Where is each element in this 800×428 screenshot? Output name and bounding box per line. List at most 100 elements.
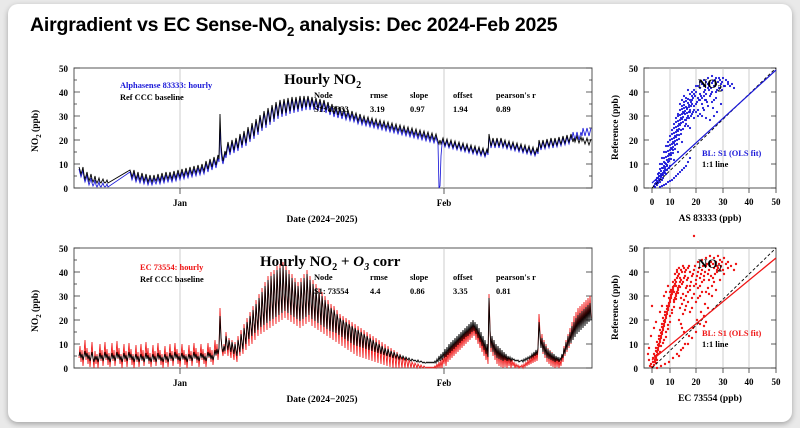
ts-bottom-xaxis: Jan Feb Date (2024−2025) xyxy=(173,378,451,405)
ts-bottom-stat-value-2: 0.86 xyxy=(410,287,425,296)
scatter-top-xtick-5: 50 xyxy=(772,197,782,207)
scatter-top-ytick-0: 0 xyxy=(634,184,639,194)
scatter-bottom-xtick-1: 10 xyxy=(666,377,676,387)
scatter-top-xaxis: 0 10 20 30 40 50 AS 83333 (ppb) xyxy=(650,197,781,224)
ts-top-ytick-3: 30 xyxy=(59,112,69,122)
ts-bottom-stat-header-0: Node xyxy=(314,273,333,282)
ts-top-stat-header-0: Node xyxy=(314,91,333,100)
scatter-bottom-xlabel: EC 73554 (ppb) xyxy=(678,393,742,404)
scatter-top-ytick-2: 20 xyxy=(629,136,639,146)
ts-bottom-yaxis: 50 40 30 20 10 0 NO2 (ppb) xyxy=(30,244,69,374)
ts-bottom-stat-value-0: S1: 73554 xyxy=(314,287,349,296)
ts-top-yaxis: 50 40 30 20 10 0 NO2 (ppb) xyxy=(30,64,69,194)
scatter-bottom-xtick-5: 50 xyxy=(772,377,782,387)
scatter-bottom-legend-fit: BL: S1 (OLS fit) xyxy=(702,329,762,338)
panel-scatter-bottom: 50 40 30 20 10 0 Reference (ppb) xyxy=(604,234,790,406)
ts-top-ytick-1: 10 xyxy=(59,160,69,170)
ts-top-stat-value-3: 1.94 xyxy=(453,105,468,114)
scatter-top-xtick-0: 0 xyxy=(650,197,655,207)
scatter-top-plot-area: NO2 BL: S1 (OLS fit) 1:1 line xyxy=(643,67,777,193)
ts-top-reference-trace xyxy=(78,95,592,185)
ts-bottom-stat-value-1: 4.4 xyxy=(370,287,381,296)
ts-top-stat-header-1: rmse xyxy=(370,91,388,100)
scatter-bottom-xtick-4: 40 xyxy=(745,377,755,387)
scatter-bottom-title: NO2 xyxy=(698,256,723,274)
ts-bottom-legend-sensor: EC 73554: hourly xyxy=(140,263,204,272)
scatter-top-xtick-3: 30 xyxy=(719,197,729,207)
scatter-top-ytick-5: 50 xyxy=(629,64,639,74)
ts-top-ytick-2: 20 xyxy=(59,136,69,146)
scatter-top-legend-identity: 1:1 line xyxy=(702,160,729,169)
scatter-top-xtick-2: 20 xyxy=(692,197,702,207)
ts-top-stat-header-2: slope xyxy=(410,91,428,100)
ts-top-xaxis: Jan Feb Date (2024−2025) xyxy=(173,198,451,225)
scatter-top-ytick-1: 10 xyxy=(629,160,639,170)
ts-bottom-stat-header-3: offset xyxy=(453,273,473,282)
scatter-top-xtick-4: 40 xyxy=(745,197,755,207)
figure-card: Airgradient vs EC Sense-NO2 analysis: De… xyxy=(8,4,792,422)
scatter-bottom-ytick-4: 40 xyxy=(629,268,639,278)
scatter-top-ylabel: Reference (ppb) xyxy=(610,95,621,160)
ts-bottom-plot-area: EC 73554: hourly Ref CCC baseline Hourly… xyxy=(73,247,593,374)
scatter-bottom-plot-area: NO2 BL: S1 (OLS fit) 1:1 line xyxy=(643,234,777,373)
ts-top-stat-value-4: 0.89 xyxy=(496,105,511,114)
ts-bottom-stat-header-2: slope xyxy=(410,273,428,282)
ts-bottom-ytick-5: 50 xyxy=(59,244,69,254)
scatter-bottom-ytick-0: 0 xyxy=(634,364,639,374)
scatter-bottom-xtick-0: 0 xyxy=(650,377,655,387)
ts-top-stat-value-0: S1: 83333 xyxy=(314,105,349,114)
ts-bottom-legend-reference: Ref CCC baseline xyxy=(140,275,204,284)
scatter-bottom-ytick-3: 30 xyxy=(629,292,639,302)
figure-title-subscript: 2 xyxy=(287,23,295,39)
scatter-top-ytick-4: 40 xyxy=(629,88,639,98)
panel-scatter-top: 50 40 30 20 10 0 Reference (ppb) xyxy=(604,56,790,226)
ts-top-stat-value-1: 3.19 xyxy=(370,105,385,114)
ts-bottom-xtick-feb: Feb xyxy=(437,378,452,388)
ts-top-xtick-jan: Jan xyxy=(173,198,187,208)
scatter-bottom-points xyxy=(646,234,738,370)
scatter-bottom-ytick-2: 20 xyxy=(629,316,639,326)
ts-top-ytick-4: 40 xyxy=(59,88,69,98)
scatter-top-yaxis: 50 40 30 20 10 0 Reference (ppb) xyxy=(610,64,639,194)
scatter-top-fit-line xyxy=(651,69,777,184)
ts-bottom-stat-header-1: rmse xyxy=(370,273,388,282)
ts-bottom-reference-trace xyxy=(78,265,592,365)
ts-top-stats-table: Node rmse slope offset pearson's r S1: 8… xyxy=(314,91,536,114)
ts-top-ylabel: NO2 (ppb) xyxy=(30,110,43,152)
scatter-bottom-ytick-5: 50 xyxy=(629,244,639,254)
scatter-top-title: NO2 xyxy=(698,76,723,94)
scatter-top-identity-line xyxy=(651,67,777,189)
ts-top-legend-sensor: Alphasense 83333: hourly xyxy=(120,81,213,90)
figure-title-part1: Airgradient vs EC Sense-NO xyxy=(30,14,288,36)
ts-top-xtick-feb: Feb xyxy=(437,198,452,208)
ts-bottom-ytick-3: 30 xyxy=(59,292,69,302)
scatter-bottom-ylabel: Reference (ppb) xyxy=(610,275,621,340)
ts-bottom-stat-value-4: 0.81 xyxy=(496,287,511,296)
scatter-bottom-fit-line xyxy=(651,257,777,361)
ts-top-ytick-0: 0 xyxy=(64,184,69,194)
ts-bottom-ytick-0: 0 xyxy=(64,364,69,374)
ts-top-legend-reference: Ref CCC baseline xyxy=(120,93,184,102)
ts-bottom-xlabel: Date (2024−2025) xyxy=(286,394,357,405)
ts-bottom-ytick-1: 10 xyxy=(59,340,69,350)
ts-bottom-stats-table: Node rmse slope offset pearson's r S1: 7… xyxy=(314,273,536,296)
panel-timeseries-top: 50 40 30 20 10 0 NO2 (ppb) xyxy=(22,56,602,226)
ts-bottom-xtick-jan: Jan xyxy=(173,378,187,388)
ts-bottom-ytick-4: 40 xyxy=(59,268,69,278)
ts-bottom-ytick-2: 20 xyxy=(59,316,69,326)
ts-bottom-title: Hourly NO2 + O3 corr xyxy=(260,254,401,273)
ts-top-stat-header-3: offset xyxy=(453,91,473,100)
scatter-top-ytick-3: 30 xyxy=(629,112,639,122)
scatter-bottom-xtick-3: 30 xyxy=(719,377,729,387)
scatter-top-points xyxy=(652,74,736,189)
ts-top-stat-header-4: pearson's r xyxy=(496,91,536,100)
ts-bottom-stat-value-3: 3.35 xyxy=(453,287,468,296)
panel-timeseries-bottom: 50 40 30 20 10 0 NO2 (ppb) xyxy=(22,236,602,406)
scatter-bottom-identity-line xyxy=(651,247,777,369)
ts-top-sensor-trace xyxy=(78,98,592,189)
ts-bottom-ylabel: NO2 (ppb) xyxy=(30,290,43,332)
ts-top-title: Hourly NO2 xyxy=(284,72,361,91)
ts-top-ytick-5: 50 xyxy=(59,64,69,74)
scatter-bottom-xtick-2: 20 xyxy=(692,377,702,387)
scatter-bottom-legend-identity: 1:1 line xyxy=(702,340,729,349)
